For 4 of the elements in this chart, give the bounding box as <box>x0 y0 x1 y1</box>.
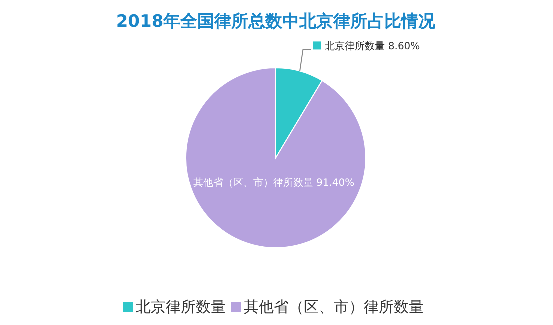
legend-label: 北京律所数量 <box>136 298 226 316</box>
slice: 其他省（区、市）律所数量 91.40% <box>186 68 366 248</box>
legend-label: 其他省（区、市）律所数量 <box>244 298 424 316</box>
chart-title: 2018年全国律所总数中北京律所占比情况 <box>116 12 437 32</box>
